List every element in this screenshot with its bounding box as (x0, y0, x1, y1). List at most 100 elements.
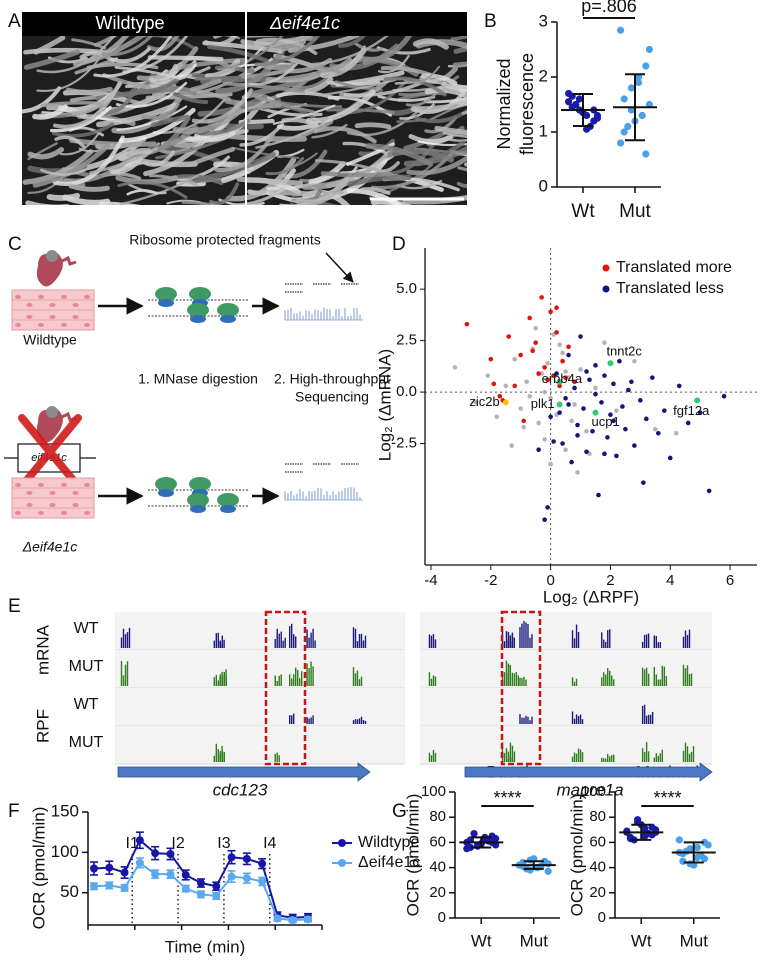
tissue-fiber (387, 148, 455, 163)
track-peak (278, 675, 280, 686)
track-peak (356, 641, 359, 648)
data-point (463, 845, 471, 853)
tissue-cell (49, 503, 56, 507)
track-peak (682, 664, 685, 686)
tissue-fiber (209, 182, 240, 205)
data-point (560, 441, 565, 446)
y-tick-label: 20 (589, 884, 606, 901)
track-row (115, 650, 405, 688)
track-peak (507, 640, 509, 648)
track-peak (511, 672, 513, 686)
panel-label: D (392, 234, 406, 255)
data-point (135, 858, 144, 867)
y-tick-label: 80 (429, 808, 446, 825)
tissue-fiber (365, 143, 433, 167)
tissue-cell (84, 323, 90, 327)
tissue-fiber (289, 188, 323, 205)
tissue-cell (61, 511, 67, 515)
track-peak (515, 671, 517, 686)
legend-marker (602, 285, 610, 293)
point-label: erbb4a (542, 371, 583, 386)
y-tick-label: 5.0 (396, 280, 417, 297)
track-peak (310, 661, 312, 686)
tissue-fiber (23, 49, 81, 70)
tissue-fiber (311, 36, 389, 66)
track-peak (278, 755, 280, 762)
heart-icon (36, 252, 63, 287)
tissue-fiber (187, 146, 236, 167)
track-peak (525, 622, 527, 648)
y-tick-label: 80 (589, 808, 606, 825)
data-point (494, 414, 500, 420)
data-point (563, 447, 568, 453)
data-point (542, 365, 547, 370)
tissue-fiber (63, 152, 136, 184)
track-peak (276, 628, 278, 648)
tissue-fiber (360, 187, 391, 195)
track-peak (301, 671, 303, 686)
track-peak (661, 665, 663, 686)
tissue-fiber (196, 118, 251, 136)
tissue-cell (38, 483, 44, 487)
track-peak (352, 667, 355, 686)
y-tick-label: 0 (438, 909, 446, 926)
track-peak (651, 711, 654, 724)
track-peak (571, 630, 574, 648)
track-peak (122, 675, 125, 686)
data-point (642, 62, 650, 70)
highlight-point (556, 378, 563, 385)
tissue-fiber (255, 37, 318, 56)
data-point (166, 849, 175, 858)
track-peak (126, 661, 129, 686)
data-point (512, 356, 518, 362)
data-point (566, 344, 571, 350)
panel-label: G (392, 801, 407, 822)
tissue-fiber (204, 58, 241, 79)
data-point (583, 125, 591, 133)
tissue-fiber (383, 76, 447, 97)
tissue-fiber (40, 168, 87, 176)
y-tick-label: 0 (598, 909, 606, 926)
data-point (644, 416, 649, 422)
data-point (697, 410, 703, 415)
row-label: MUT (69, 734, 104, 751)
track-peak (432, 675, 435, 686)
x-tick-label: Wt (471, 931, 492, 950)
track-peak (577, 715, 580, 724)
track-peak (509, 665, 511, 686)
track-peak (577, 748, 580, 762)
data-point (602, 451, 607, 457)
data-point (536, 447, 541, 453)
data-point (120, 868, 129, 877)
tissue-fiber (152, 102, 180, 120)
data-point (151, 849, 160, 858)
ribosome-large (155, 287, 177, 301)
track-peak (219, 641, 221, 648)
track-peak (603, 672, 605, 686)
data-point (560, 358, 565, 364)
tissue-fiber (194, 131, 236, 142)
panel-label: B (484, 11, 497, 32)
tissue-fiber (285, 152, 318, 171)
track-peak (647, 633, 650, 648)
track-peak (653, 635, 655, 648)
track-peak (601, 632, 603, 648)
track-row (115, 726, 405, 764)
x-tick-label: 0 (546, 572, 554, 589)
track-peak (308, 667, 310, 686)
legend-label: Translated less (616, 280, 724, 297)
track-peak (643, 634, 646, 648)
data-point (676, 383, 682, 389)
track-peak (217, 680, 219, 686)
data-point (623, 827, 631, 835)
data-point (704, 841, 712, 849)
track-peak (653, 667, 655, 686)
data-point (304, 915, 312, 924)
tissue-fiber (403, 65, 441, 84)
track-peak (657, 679, 659, 686)
track-peak (525, 679, 527, 686)
data-point (491, 381, 497, 387)
highlight-box (264, 610, 307, 766)
track-peak (354, 719, 357, 724)
y-axis-label: fluorescence (517, 53, 537, 155)
